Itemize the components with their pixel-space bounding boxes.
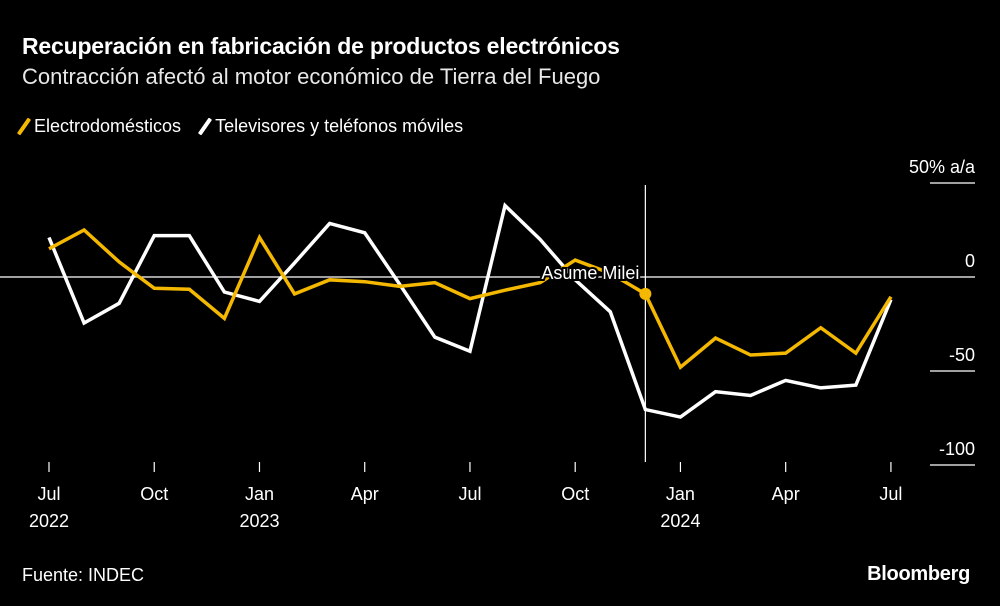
x-tick-year: 2022 xyxy=(29,511,69,531)
chart-title: Recuperación en fabricación de productos… xyxy=(22,33,620,59)
x-tick-label: Jul xyxy=(37,484,60,504)
y-tick-label: 50% a/a xyxy=(909,157,976,177)
legend-label: Televisores y teléfonos móviles xyxy=(215,116,464,136)
x-tick-label: Jan xyxy=(245,484,274,504)
x-tick-year: 2023 xyxy=(239,511,279,531)
x-tick-label: Apr xyxy=(772,484,800,504)
y-tick-label: -50 xyxy=(949,345,975,365)
x-tick-label: Jan xyxy=(666,484,695,504)
bloomberg-logo: Bloomberg xyxy=(867,563,970,585)
y-tick-label: -100 xyxy=(939,439,975,459)
x-tick-label: Apr xyxy=(351,484,379,504)
source-note: Fuente: INDEC xyxy=(22,565,145,585)
chart-subtitle: Contracción afectó al motor económico de… xyxy=(22,64,601,89)
x-tick-label: Oct xyxy=(561,484,589,504)
annotation-label: Asume Milei xyxy=(541,263,639,283)
series-line-televisores xyxy=(47,202,893,419)
legend-item-electrodomesticos: Electrodomésticos xyxy=(16,116,182,137)
legend: Electrodomésticos Televisores y teléfono… xyxy=(16,116,464,137)
legend-label: Electrodomésticos xyxy=(34,116,182,136)
x-tick-label: Oct xyxy=(140,484,168,504)
x-tick-label: Jul xyxy=(879,484,902,504)
annotation-marker xyxy=(639,287,652,300)
legend-item-televisores: Televisores y teléfonos móviles xyxy=(197,116,464,137)
x-tick-year: 2024 xyxy=(660,511,700,531)
y-tick-label: 0 xyxy=(965,251,975,271)
x-tick-label: Jul xyxy=(458,484,481,504)
